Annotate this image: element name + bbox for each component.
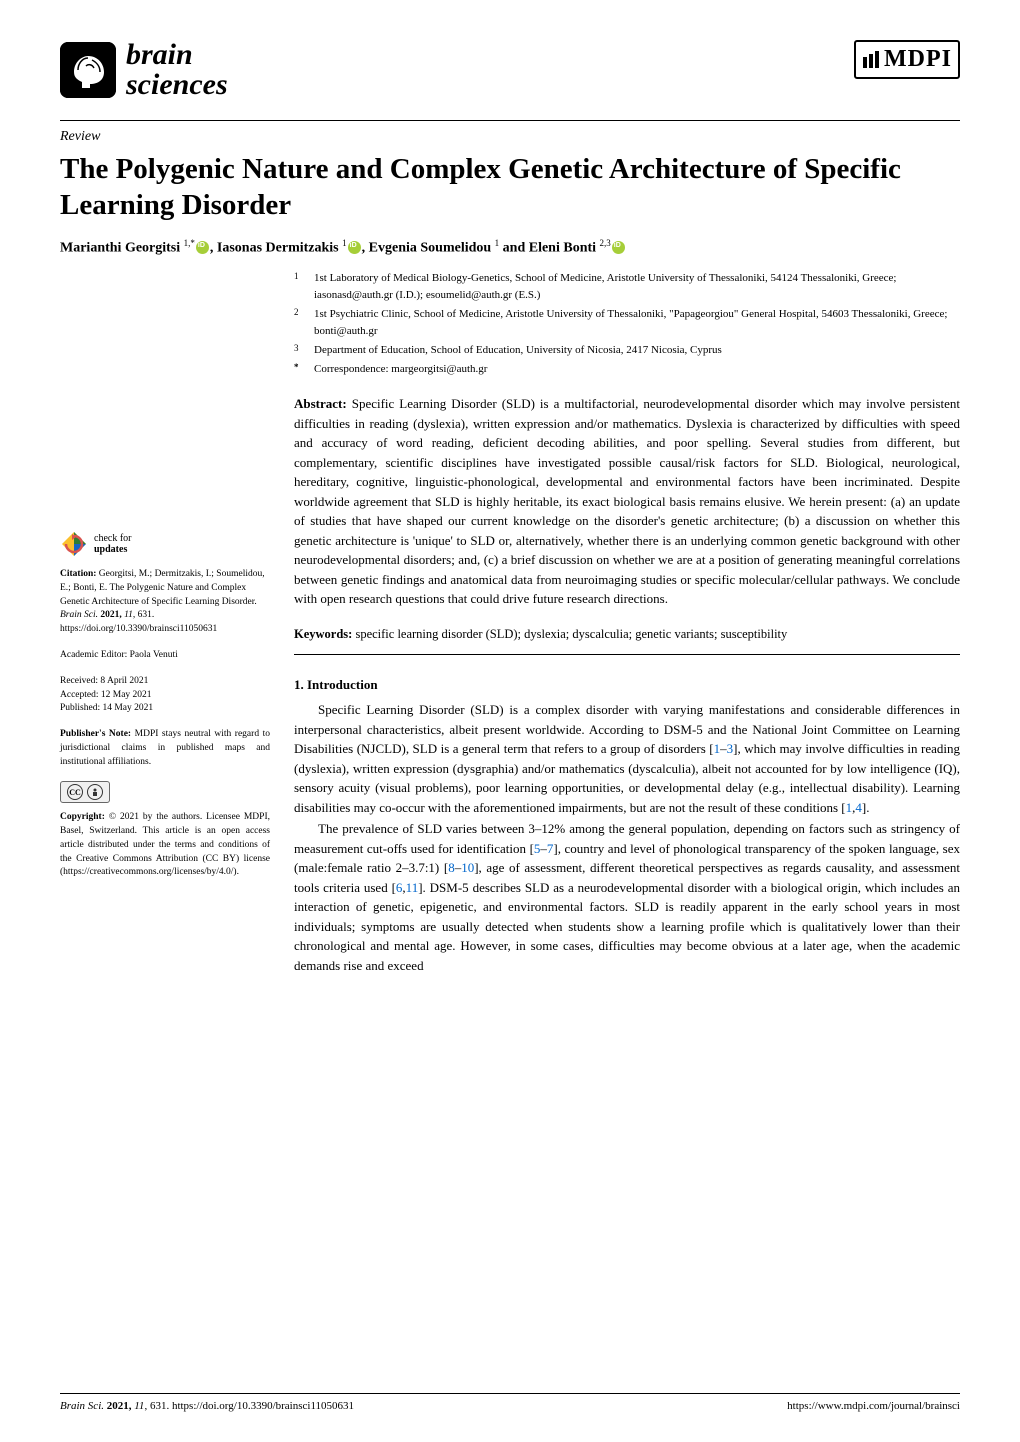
academic-editor: Academic Editor: Paola Venuti xyxy=(60,649,270,663)
publisher-logo: MDPI xyxy=(854,40,960,79)
page-footer: Brain Sci. 2021, 11, 631. https://doi.or… xyxy=(60,1393,960,1412)
publisher-name: MDPI xyxy=(884,46,952,73)
author-1: Marianthi Georgitsi xyxy=(60,240,184,255)
section-heading: 1. Introduction xyxy=(294,675,960,695)
footer-left: Brain Sci. 2021, 11, 631. https://doi.or… xyxy=(60,1400,354,1412)
journal-name-line2: sciences xyxy=(126,70,228,100)
keywords: Keywords: specific learning disorder (SL… xyxy=(294,625,960,644)
check-updates-label: check for updates xyxy=(94,533,131,555)
article-title: The Polygenic Nature and Complex Genetic… xyxy=(0,145,1020,238)
main-content: 11st Laboratory of Medical Biology-Genet… xyxy=(294,270,960,977)
author-3: , Evgenia Soumelidou xyxy=(362,240,495,255)
journal-name: brain sciences xyxy=(126,40,228,100)
sidebar: check for updates Citation: Georgitsi, M… xyxy=(60,270,270,977)
citation-block: Citation: Georgitsi, M.; Dermitzakis, I.… xyxy=(60,568,270,637)
copyright-block: Copyright: © 2021 by the authors. Licens… xyxy=(60,811,270,880)
affiliation-row: 3Department of Education, School of Educ… xyxy=(294,342,960,359)
publisher-note: Publisher's Note: MDPI stays neutral wit… xyxy=(60,728,270,769)
reference-link[interactable]: 11 xyxy=(406,880,419,895)
footer-right[interactable]: https://www.mdpi.com/journal/brainsci xyxy=(787,1400,960,1412)
reference-link[interactable]: 10 xyxy=(461,860,474,875)
affiliations: 11st Laboratory of Medical Biology-Genet… xyxy=(294,270,960,378)
orcid-icon[interactable] xyxy=(196,241,209,254)
article-dates: Received: 8 April 2021 Accepted: 12 May … xyxy=(60,675,270,716)
brain-icon xyxy=(60,42,116,98)
affiliation-row: 21st Psychiatric Clinic, School of Medic… xyxy=(294,306,960,340)
affiliation-row: 11st Laboratory of Medical Biology-Genet… xyxy=(294,270,960,304)
license-badge[interactable]: CC xyxy=(60,781,270,803)
footer-rule xyxy=(60,1393,960,1394)
body-paragraph: The prevalence of SLD varies between 3–1… xyxy=(294,819,960,975)
orcid-icon[interactable] xyxy=(348,241,361,254)
check-updates-icon xyxy=(60,530,88,558)
author-2: , Iasonas Dermitzakis xyxy=(210,240,342,255)
cc-icon: CC xyxy=(67,784,83,800)
body-paragraph: Specific Learning Disorder (SLD) is a co… xyxy=(294,700,960,817)
journal-name-line1: brain xyxy=(126,40,228,70)
abstract-rule xyxy=(294,654,960,655)
by-icon xyxy=(87,784,103,800)
author-4: and Eleni Bonti xyxy=(499,240,599,255)
article-type: Review xyxy=(0,121,1020,145)
received-date: Received: 8 April 2021 xyxy=(60,675,270,689)
journal-logo: brain sciences xyxy=(60,40,228,100)
abstract: Abstract: Specific Learning Disorder (SL… xyxy=(294,394,960,609)
accepted-date: Accepted: 12 May 2021 xyxy=(60,689,270,703)
mdpi-icon xyxy=(862,51,880,69)
check-for-updates-button[interactable]: check for updates xyxy=(60,530,270,558)
orcid-icon[interactable] xyxy=(612,241,625,254)
published-date: Published: 14 May 2021 xyxy=(60,702,270,716)
page-header: brain sciences MDPI xyxy=(0,0,1020,120)
correspondence-row: *Correspondence: margeorgitsi@auth.gr xyxy=(294,361,960,378)
author-list: Marianthi Georgitsi 1,*, Iasonas Dermitz… xyxy=(0,238,1020,271)
